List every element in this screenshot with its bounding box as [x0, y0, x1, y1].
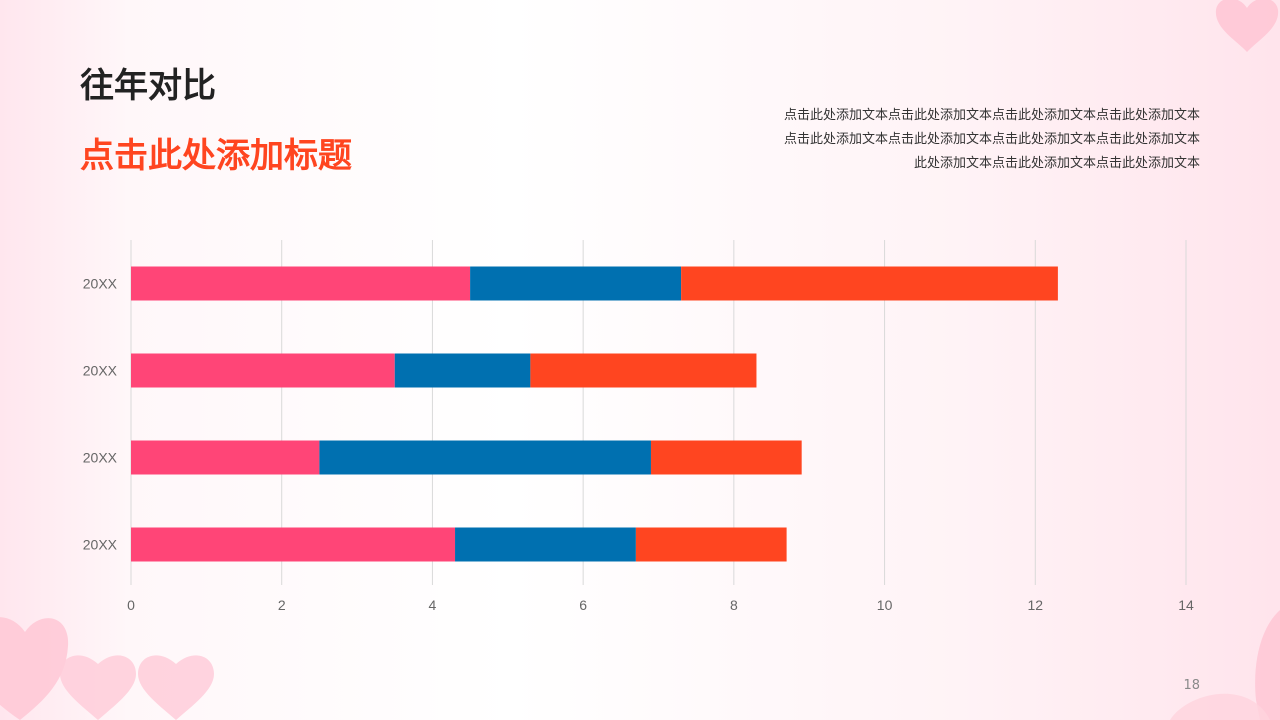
- body-line: 点击此处添加文本点击此处添加文本点击此处添加文本点击此处添加文本: [783, 132, 1200, 147]
- bar-segment: [681, 266, 1058, 301]
- bar-segment: [530, 353, 757, 388]
- bar-segment: [394, 353, 531, 388]
- x-tick-label: 8: [730, 597, 738, 613]
- bar-segment: [131, 440, 320, 475]
- x-tick-label: 2: [278, 597, 286, 613]
- category-label: 20XX: [83, 276, 118, 292]
- bar-segment: [131, 527, 456, 562]
- slide-subtitle: 点击此处添加标题: [80, 136, 352, 176]
- bar-segment: [635, 527, 787, 562]
- body-line: 点击此处添加文本点击此处添加文本点击此处添加文本点击此处添加文本: [783, 108, 1200, 123]
- bar-segment: [470, 266, 682, 301]
- bar-segment: [131, 353, 395, 388]
- x-tick-label: 10: [877, 597, 893, 613]
- x-tick-label: 0: [127, 597, 135, 613]
- page-number: 18: [1183, 678, 1200, 693]
- x-tick-label: 12: [1027, 597, 1043, 613]
- slide-title: 往年对比: [80, 66, 216, 106]
- x-tick-label: 6: [579, 597, 587, 613]
- category-label: 20XX: [83, 537, 118, 553]
- category-label: 20XX: [83, 363, 118, 379]
- x-tick-label: 14: [1178, 597, 1194, 613]
- bar-segment: [319, 440, 651, 475]
- bar-segment: [650, 440, 802, 475]
- body-line: 此处添加文本点击此处添加文本点击此处添加文本: [913, 156, 1200, 171]
- category-label: 20XX: [83, 450, 118, 466]
- bar-segment: [455, 527, 636, 562]
- bar-segment: [131, 266, 471, 301]
- x-tick-label: 4: [429, 597, 437, 613]
- body-text: 点击此处添加文本点击此处添加文本点击此处添加文本点击此处添加文本 点击此处添加文…: [640, 104, 1200, 176]
